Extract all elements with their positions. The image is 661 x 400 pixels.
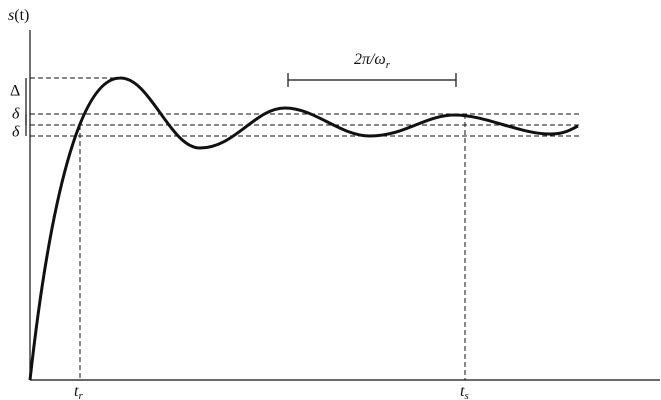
rise-time-label: tr [74,383,83,400]
rise-time-base: t [74,383,79,400]
settling-time-base: t [460,383,465,400]
band-lower-label: δ [12,124,20,141]
period-label-base: 2π/ω [354,51,386,68]
response-curve [28,76,579,381]
settling-time-label: ts [460,383,469,400]
rise-time-sub: r [78,390,83,400]
axis-label: s(t) [8,7,29,24]
axis-label-base: s [8,7,14,24]
period-label: 2π/ωr [354,51,391,71]
axis-label-arg: (t) [14,7,29,24]
period-label-sub: r [386,59,391,71]
band-upper-label: δ [12,106,20,123]
settling-time-sub: s [464,390,468,400]
overshoot-label: Δ [10,83,20,100]
